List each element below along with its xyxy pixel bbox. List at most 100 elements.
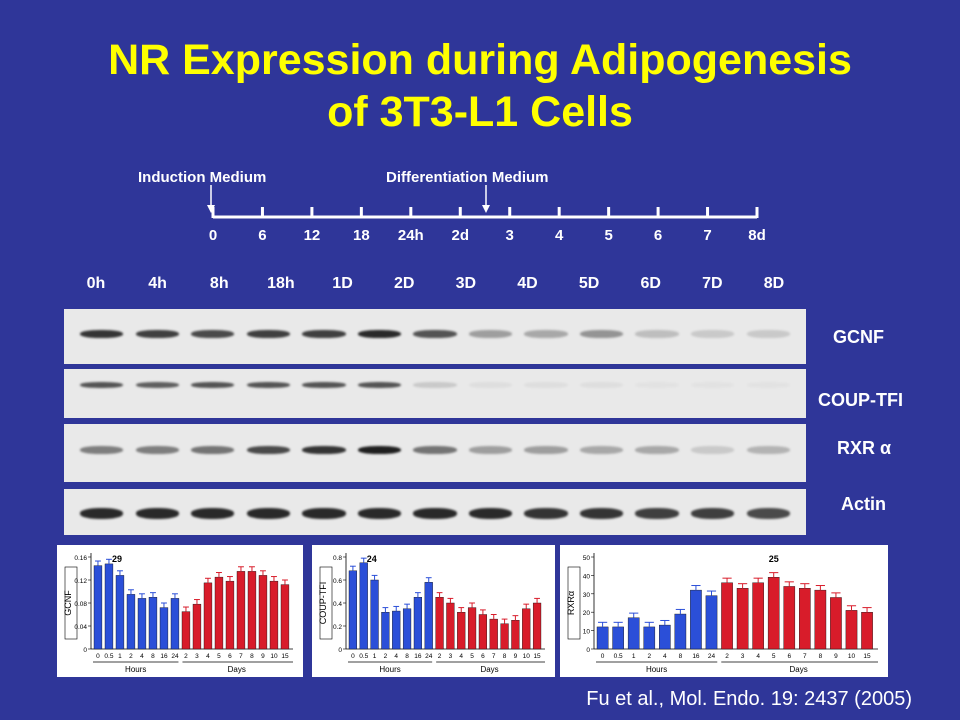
chart-bar — [767, 577, 780, 650]
chart-xtick-label: 9 — [261, 653, 265, 660]
chart-xtick-label: 10 — [270, 653, 278, 660]
chart-bar — [93, 565, 103, 650]
timeline-tick-label: 4 — [555, 227, 564, 244]
blot-band — [468, 446, 513, 454]
blot-band — [413, 330, 457, 338]
chart-xtick-label: 4 — [663, 653, 667, 660]
lane-label: 2D — [393, 275, 415, 292]
blot-band — [691, 446, 735, 454]
chart-bar — [115, 575, 125, 650]
blot-band — [524, 446, 568, 454]
chart-group-label: Hours — [646, 665, 667, 674]
blot-band — [80, 382, 124, 388]
chart-bar — [159, 607, 169, 650]
blot-band — [413, 382, 457, 388]
blot-band — [524, 330, 568, 338]
blot-band — [468, 507, 513, 519]
chart-bar — [659, 624, 671, 650]
chart-xtick-label: 9 — [514, 653, 518, 660]
chart-bar — [457, 611, 466, 650]
timeline-tick-label: 5 — [604, 227, 613, 244]
chart-xtick-label: 15 — [533, 653, 541, 660]
blot-band — [747, 382, 790, 388]
chart-xtick-label: 5 — [470, 653, 474, 660]
chart-bar — [413, 597, 423, 650]
blot-band — [635, 330, 679, 338]
chart-xtick-label: 10 — [848, 653, 856, 660]
chart-xtick-label: 16 — [414, 653, 422, 660]
lane-label: 1D — [332, 275, 353, 292]
chart-xtick-label: 2 — [129, 653, 133, 660]
chart-bar — [225, 580, 235, 650]
chart-group-label: Hours — [125, 665, 146, 674]
chart-xtick-label: 5 — [217, 653, 221, 660]
chart-xtick-label: 4 — [206, 653, 210, 660]
blot-band — [191, 382, 235, 388]
chart-ytick-label: 0.8 — [333, 555, 342, 562]
blot-strip — [64, 309, 806, 364]
chart-bar — [435, 597, 444, 650]
timeline-tick-label: 8d — [748, 227, 766, 244]
chart-bar — [247, 571, 257, 650]
chart-xtick-label: 0.5 — [614, 653, 623, 660]
chart-ytick-label: 0 — [83, 647, 87, 654]
blot-band — [135, 330, 179, 338]
chart-xtick-label: 24 — [425, 653, 433, 660]
chart-bar — [280, 584, 290, 650]
blot-band — [524, 507, 568, 519]
chart-ytick-label: 0.12 — [74, 578, 87, 585]
chart-xtick-label: 2 — [438, 653, 442, 660]
chart-bar — [674, 613, 687, 650]
chart-annotation: 29 — [112, 554, 122, 564]
blot-band — [191, 330, 235, 338]
blot-band — [468, 330, 513, 338]
chart-ytick-label: 0.16 — [74, 555, 87, 562]
blot-band — [691, 507, 735, 519]
chart-bar — [203, 582, 213, 650]
chart-xtick-label: 16 — [160, 653, 168, 660]
citation: Fu et al., Mol. Endo. 19: 2437 (2005) — [586, 688, 912, 710]
title-line-1: NR Expression during Adipogenesis — [108, 36, 852, 84]
lane-label: 4D — [517, 275, 538, 292]
chart-bar — [478, 614, 488, 650]
timeline-tick-label: 2d — [451, 227, 470, 244]
timeline-tick-label: 24h — [397, 227, 424, 244]
chart-group-label: Days — [790, 665, 808, 674]
chart-bar — [269, 580, 279, 650]
blot-band — [80, 446, 124, 454]
chart-xtick-label: 8 — [819, 653, 823, 660]
chart-bar — [489, 618, 498, 650]
chart-annotation: 24 — [367, 554, 377, 564]
blot-band — [302, 382, 346, 388]
chart-bar — [424, 582, 433, 650]
chart-ylabel: COUP-TFI — [318, 582, 328, 625]
coup-tfi-bar-chart: COUP-TFI 0 0.2 0.4 0.6 0.8 0 0.5 1 2 4 8 16 24 2 3 4 5 6 7 8… — [312, 545, 555, 677]
timeline-tick-label: 0 — [208, 227, 218, 244]
chart-bar — [627, 617, 640, 650]
chart-bar — [511, 620, 520, 650]
chart-xtick-label: 0 — [96, 653, 100, 660]
chart-bar — [104, 563, 114, 650]
chart-bar — [532, 602, 542, 650]
chart-bar — [467, 607, 477, 650]
chart-xtick-label: 16 — [692, 653, 700, 660]
blot-band — [135, 382, 179, 388]
blot-band — [691, 382, 734, 388]
chart-bar — [799, 588, 811, 650]
chart-bar — [643, 626, 656, 650]
chart-xtick-label: 5 — [772, 653, 776, 660]
chart-xtick-label: 6 — [481, 653, 485, 660]
blot-strip — [64, 369, 806, 418]
chart-bar — [192, 603, 202, 650]
chart-xtick-label: 6 — [228, 653, 232, 660]
lane-label: 18h — [267, 275, 295, 292]
chart-xtick-label: 2 — [725, 653, 729, 660]
blot-band — [635, 446, 679, 454]
blot-label: Actin — [841, 494, 886, 514]
chart-xtick-label: 8 — [250, 653, 254, 660]
timeline-axis — [207, 185, 759, 219]
timeline-tick-label: 6 — [653, 227, 663, 244]
chart-bar — [690, 589, 702, 650]
chart-ytick-label: 0.2 — [333, 624, 342, 631]
chart-xtick-label: 0 — [351, 653, 355, 660]
